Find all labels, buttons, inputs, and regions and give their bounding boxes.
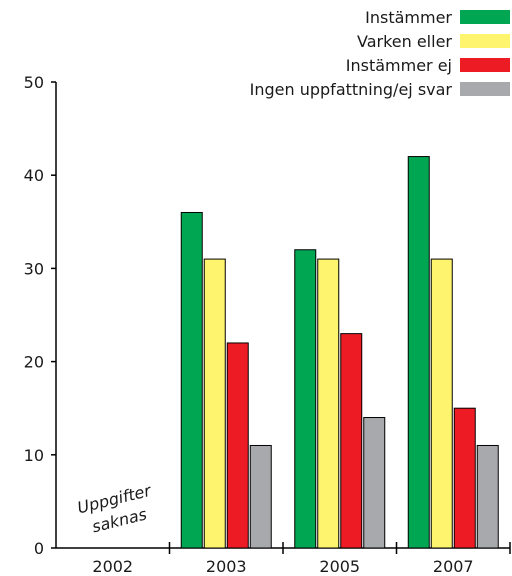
legend-label-1: Varken eller bbox=[357, 32, 452, 51]
legend-swatch-3 bbox=[460, 82, 510, 96]
legend-swatch-1 bbox=[460, 34, 510, 48]
axes: 0 10 20 30 40 50 2002 2003 2005 2007 bbox=[24, 73, 511, 576]
y-tick-label: 30 bbox=[24, 259, 44, 278]
y-tick-label: 10 bbox=[24, 446, 44, 465]
bar-2005-series-0 bbox=[294, 249, 317, 549]
bar-2003-series-3 bbox=[249, 444, 272, 549]
bar-2005-series-2 bbox=[340, 333, 363, 549]
y-tick-label: 40 bbox=[24, 166, 44, 185]
legend-label-3: Ingen uppfattning/ej svar bbox=[250, 80, 453, 99]
bar-2003-series-1 bbox=[203, 258, 226, 549]
y-tick-label: 0 bbox=[34, 539, 44, 558]
legend-swatch-0 bbox=[460, 10, 510, 24]
bar-2007-series-3 bbox=[476, 444, 499, 549]
bar-2007-series-1 bbox=[430, 258, 453, 549]
bar-2003-series-0 bbox=[180, 211, 203, 549]
bar-2007-series-0 bbox=[407, 156, 430, 549]
bars bbox=[180, 156, 499, 549]
legend-swatch-2 bbox=[460, 58, 510, 72]
bar-2003-series-2 bbox=[226, 342, 249, 549]
x-tick-label: 2007 bbox=[433, 557, 474, 576]
x-tick-label: 2002 bbox=[92, 557, 133, 576]
y-tick-label: 20 bbox=[24, 353, 44, 372]
bar-2005-series-3 bbox=[363, 417, 386, 549]
x-tick-label: 2003 bbox=[206, 557, 247, 576]
legend: Instämmer Varken eller Instämmer ej Ingen u… bbox=[250, 8, 510, 99]
bar-2007-series-2 bbox=[453, 407, 476, 549]
y-tick-label: 50 bbox=[24, 73, 44, 92]
legend-label-0: Instämmer bbox=[365, 8, 452, 27]
x-tick-label: 2005 bbox=[319, 557, 360, 576]
bar-2005-series-1 bbox=[317, 258, 340, 549]
legend-label-2: Instämmer ej bbox=[346, 56, 452, 75]
